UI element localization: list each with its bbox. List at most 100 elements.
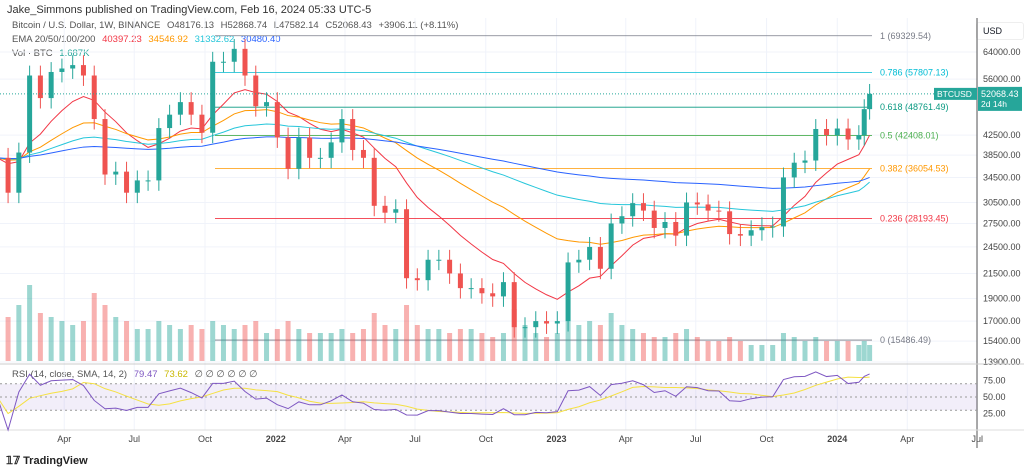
fib-level-label: 1 (69329.54) (880, 31, 931, 41)
candle-body (457, 273, 463, 289)
symbol-name[interactable]: Bitcoin / U.S. Dollar, 1W, BINANCE (12, 20, 161, 31)
volume-bar (231, 329, 237, 361)
candle-body (220, 61, 226, 63)
volume-bar (630, 329, 636, 361)
volume-bar (167, 325, 173, 361)
volume-bar (522, 325, 528, 361)
candle-body (845, 128, 851, 140)
volume-bar (156, 321, 162, 361)
price-chart[interactable]: 64000.00 56000.00 42500.00 38500.00 34500.00… (0, 18, 1024, 448)
candle-body (651, 210, 657, 228)
candle-body (608, 223, 614, 269)
volume-bar (802, 341, 808, 361)
volume-bar (436, 329, 442, 361)
time-tick-label: Oct (479, 434, 494, 444)
price-tick-label: 64000.00 (983, 47, 1021, 57)
volume-bar (694, 337, 700, 361)
ema20-line (0, 89, 871, 300)
candle-body (565, 262, 571, 322)
volume-bar (673, 333, 679, 361)
candle-body (16, 152, 22, 193)
volume-bar (867, 345, 873, 361)
candle-body (350, 119, 356, 150)
rsi-value: 79.47 (133, 369, 158, 380)
volume-bar (640, 333, 646, 361)
candle-body (824, 128, 830, 136)
candle-body (759, 227, 765, 231)
candle-body (468, 288, 474, 290)
price-tick-label: 56000.00 (983, 74, 1021, 84)
rsi-label[interactable]: RSI (14, close, SMA, 14, 2) (12, 369, 128, 380)
candle-body (597, 246, 603, 269)
volume-bar (242, 325, 248, 361)
candle-body (554, 321, 560, 324)
ema200-line (0, 136, 870, 189)
rsi-tick-label: 25.00 (983, 409, 1006, 419)
candle-body (231, 48, 237, 62)
price-tick-label: 34500.00 (983, 172, 1021, 182)
fib-level-label: 0.382 (36054.53) (880, 163, 949, 173)
volume-bar (813, 337, 819, 361)
volume-bar (834, 341, 840, 361)
volume-bar (317, 333, 323, 361)
candle-body (210, 61, 216, 133)
candle-body (619, 216, 625, 224)
volume-bar (360, 329, 366, 361)
volume-value: 1.687K (59, 48, 90, 59)
candle-body (640, 203, 646, 211)
candle-body (727, 211, 733, 235)
candle-body (490, 293, 496, 297)
volume-bar (220, 325, 226, 361)
fib-level-label: 0 (15486.49) (880, 335, 931, 345)
volume-bar (748, 345, 754, 361)
candle-body (393, 209, 399, 213)
volume-bar (737, 341, 743, 361)
volume-bar (554, 333, 560, 361)
candle-body (80, 65, 86, 76)
time-tick-label: Jul (128, 434, 140, 444)
time-tick-label: Apr (338, 434, 352, 444)
candle-body (102, 119, 108, 175)
rsi-sma-value: 73.62 (164, 369, 188, 380)
candle-body (371, 157, 377, 206)
candle-body (199, 114, 205, 133)
volume-label[interactable]: Vol · BTC (12, 48, 53, 59)
volume-bar (328, 333, 334, 361)
rsi-line (0, 371, 870, 432)
price-tick-label: 42500.00 (983, 130, 1021, 140)
rsi-sma-line (0, 376, 870, 415)
volume-bar (80, 321, 86, 361)
volume-bar (576, 325, 582, 361)
candle-body (404, 209, 410, 279)
volume-bar (845, 341, 851, 361)
volume-bar (662, 337, 668, 361)
volume-bar (274, 329, 280, 361)
ema200-value: 30480.40 (240, 34, 281, 45)
ema-label[interactable]: EMA 20/50/100/200 (12, 34, 96, 45)
volume-bar (371, 313, 377, 361)
candle-body (156, 128, 162, 181)
volume-bar (404, 305, 410, 361)
candle-body (113, 171, 119, 175)
candle-body (307, 137, 313, 158)
candle-body (791, 162, 797, 178)
price-tick-label: 15400.00 (983, 336, 1021, 346)
time-tick-label: 2022 (266, 434, 286, 444)
fib-level-label: 0.5 (42408.01) (880, 131, 939, 141)
candle-body (662, 222, 668, 228)
fib-level-label: 0.236 (28193.45) (880, 213, 949, 223)
candle-body (770, 226, 776, 228)
candle-body (737, 234, 743, 236)
ema50-line (0, 109, 871, 245)
candle-body (253, 75, 259, 107)
volume-bar (382, 325, 388, 361)
ema-legend: EMA 20/50/100/200 40397.23 34546.92 3133… (12, 34, 285, 45)
volume-bar (727, 337, 733, 361)
rsi-legend: RSI (14, close, SMA, 14, 2) 79.47 73.62 … (12, 369, 261, 380)
rsi-band (0, 383, 977, 411)
volume-bar (824, 341, 830, 361)
volume-bar (264, 333, 270, 361)
candle-body (70, 65, 76, 69)
candle-body (630, 203, 636, 217)
high-value: H52868.74 (220, 20, 268, 31)
